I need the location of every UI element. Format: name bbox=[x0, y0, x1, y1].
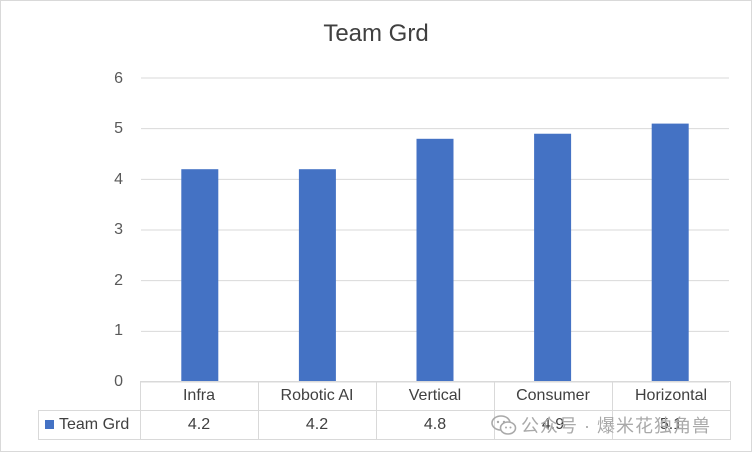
category-label: Vertical bbox=[375, 381, 495, 411]
y-tick-label: 4 bbox=[114, 171, 123, 188]
bar-vertical bbox=[416, 138, 454, 382]
category-label: Horizontal bbox=[611, 381, 731, 411]
bar-infra bbox=[181, 169, 219, 382]
y-tick-label: 5 bbox=[114, 120, 123, 137]
bar-horizontal bbox=[651, 123, 689, 382]
category-label: Consumer bbox=[493, 381, 613, 411]
legend-swatch bbox=[45, 420, 54, 429]
legend-label: Team Grd bbox=[59, 416, 130, 433]
y-tick-label: 2 bbox=[114, 272, 123, 289]
category-row: Infra Robotic AI Vertical Consumer Horiz… bbox=[39, 381, 731, 411]
data-value-cell: 4.8 bbox=[375, 410, 495, 440]
y-tick-label: 6 bbox=[114, 70, 123, 87]
bar-robotic-ai bbox=[298, 169, 336, 382]
category-label: Infra bbox=[139, 381, 259, 411]
y-tick-label: 3 bbox=[114, 221, 123, 238]
chart-title: Team Grd bbox=[323, 20, 429, 47]
category-label: Robotic AI bbox=[257, 381, 377, 411]
watermark-text: 公众号 · 爆米花独角兽 bbox=[521, 416, 711, 436]
wechat-icon bbox=[491, 415, 517, 435]
y-tick-label: 1 bbox=[114, 322, 123, 339]
watermark: 公众号 · 爆米花独角兽 bbox=[491, 412, 711, 438]
empty-corner-cell bbox=[39, 382, 141, 411]
bar-consumer bbox=[534, 133, 572, 382]
y-tick-label: 0 bbox=[114, 373, 123, 390]
data-value-cell: 5.1 bbox=[611, 410, 731, 440]
data-value-cell: 4.2 bbox=[257, 410, 377, 440]
legend-entry: Team Grd bbox=[38, 410, 141, 440]
data-value-cell: 4.2 bbox=[139, 410, 259, 440]
